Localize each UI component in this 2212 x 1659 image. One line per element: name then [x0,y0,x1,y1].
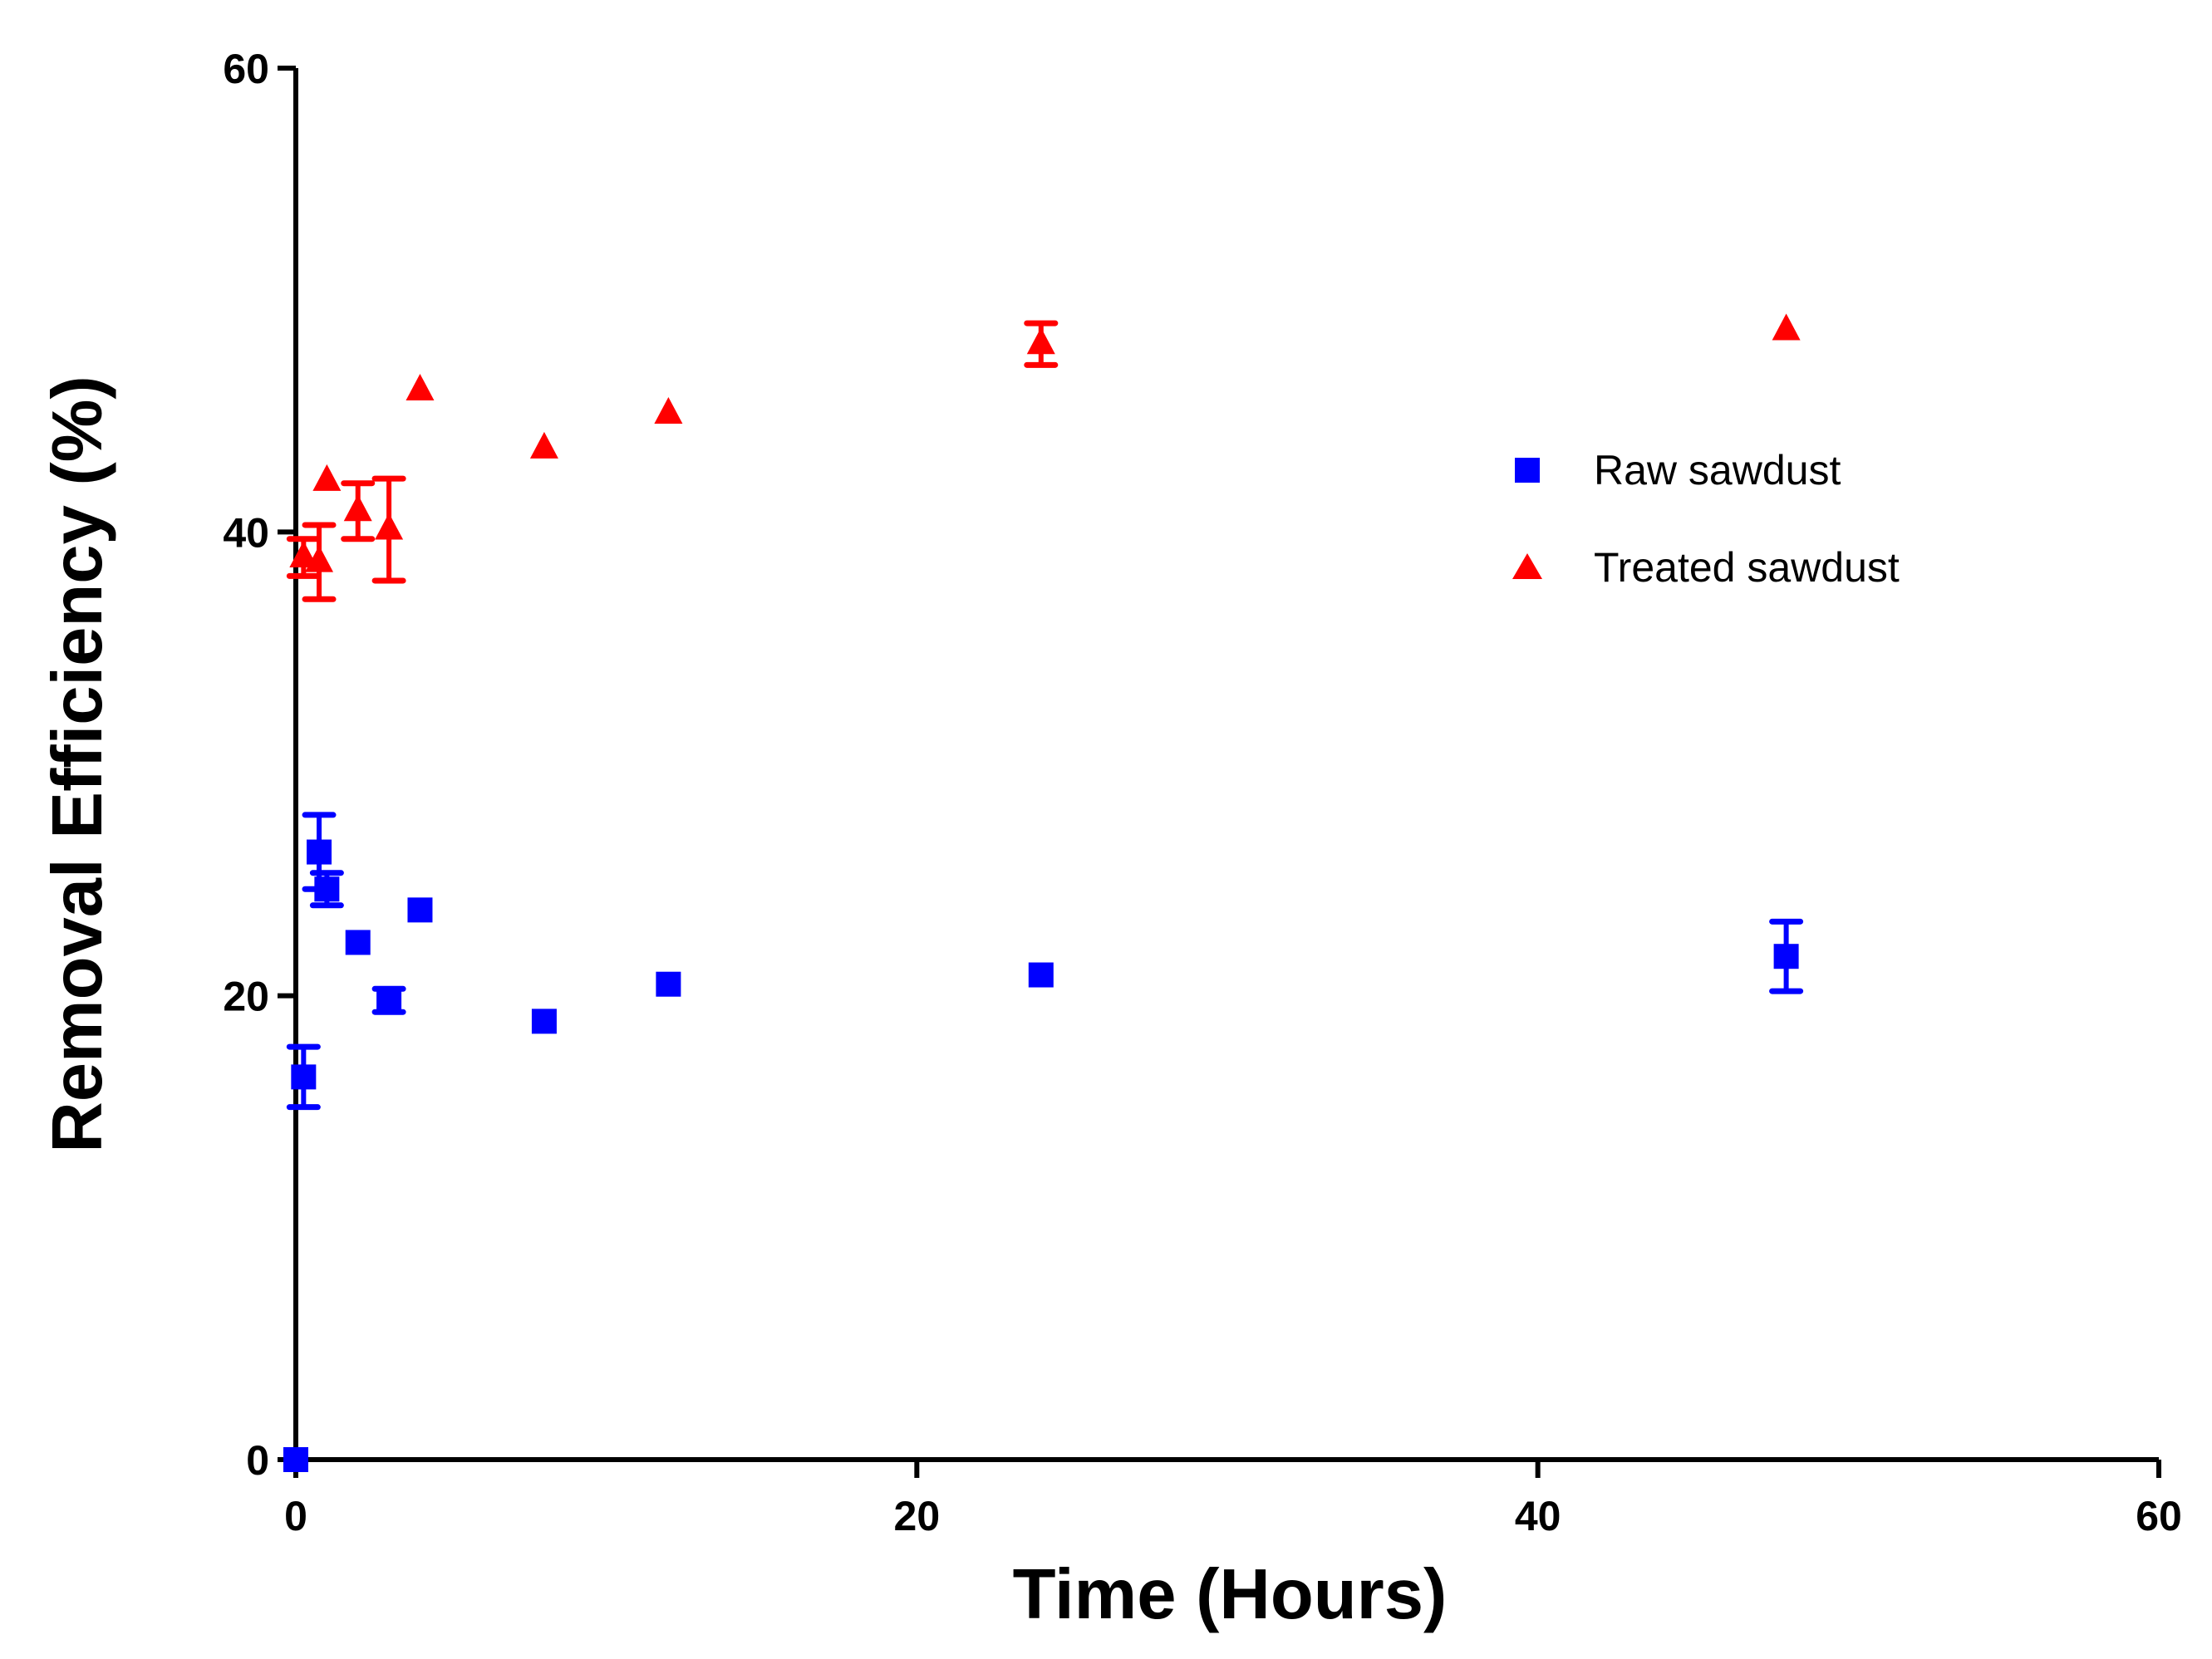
series-layer [283,313,1804,1472]
data-point [375,513,404,540]
data-point [1773,944,1799,969]
legend: Raw sawdust Treated sawdust [1512,447,1900,591]
y-tick-label-0: 0 [246,1437,269,1484]
data-point [312,464,342,491]
data-point [1026,327,1055,355]
data-point [1028,962,1054,988]
axes [293,68,2159,1462]
data-point [406,374,435,401]
x-tick-label-40: 40 [1515,1493,1561,1539]
legend-label-treated-sawdust: Treated sawdust [1594,544,1900,591]
data-point [656,971,681,997]
y-tick-label-40: 40 [223,509,269,556]
tick-labels: 0 20 40 60 0 20 40 60 [223,46,2181,1539]
data-point [283,1447,308,1472]
x-tick-label-60: 60 [2136,1493,2182,1539]
data-point [291,1064,317,1090]
data-point [345,930,371,955]
y-axis-title: Removal Efficiency (%) [38,375,117,1152]
x-axis-title: Time (Hours) [1013,1555,1448,1634]
data-point [314,876,340,902]
series-treated-sawdust [286,313,1801,602]
data-point [654,396,683,424]
series-raw-sawdust [283,812,1804,1472]
data-point [531,1009,557,1034]
legend-marker-treated-sawdust [1512,553,1542,579]
x-tick-label-0: 0 [284,1493,307,1539]
data-point [529,431,558,459]
data-point [305,545,334,572]
legend-marker-raw-sawdust [1515,458,1540,483]
x-tick-label-20: 20 [894,1493,941,1539]
data-point [307,839,332,865]
legend-label-raw-sawdust: Raw sawdust [1594,447,1841,493]
data-point [376,988,402,1014]
data-point [343,494,372,522]
data-point [1772,313,1801,341]
y-tick-label-60: 60 [223,46,269,92]
data-point [289,541,318,568]
data-point [407,897,433,923]
ticks [278,66,2161,1478]
y-tick-label-20: 20 [223,974,269,1020]
